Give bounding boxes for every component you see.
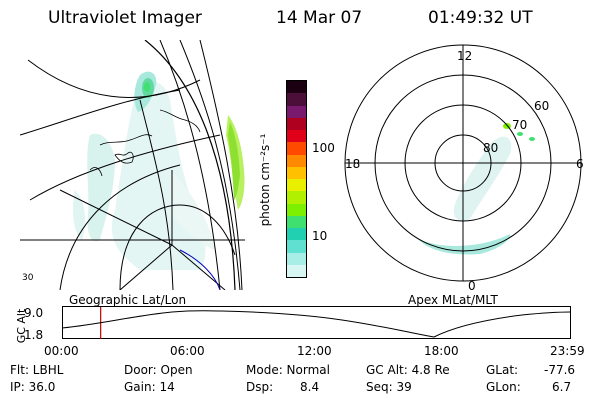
glat-value: -77.6 [544,363,576,377]
mlt-label-12: 12 [457,49,472,63]
mode-readout: Mode: Normal [246,363,330,377]
gain-readout: Gain: 14 [124,380,175,394]
seq-readout: Seq: 39 [366,380,412,394]
mlat-label-80: 80 [483,141,498,155]
corner-lat-label: 30 [22,273,34,283]
left-panel-caption: Geographic Lat/Lon [69,293,187,307]
colorbar-band [287,117,306,130]
glon-value: 6.7 [552,380,572,394]
colorbar-band [287,81,306,94]
colorbar-band [287,203,306,216]
gc-alt-readout: GC Alt: 4.8 Re [366,363,450,377]
mlat-label-70: 70 [512,118,527,132]
door-readout: Door: Open [124,363,193,377]
altitude-curve [62,310,571,338]
filter-readout: Flt: LBHL [10,363,64,377]
colorbar-tick-100: 100 [312,141,335,155]
time-tick-1200: 12:00 [297,344,332,358]
time-tick-0600: 06:00 [170,344,205,358]
right-panel-caption: Apex MLat/MLT [408,293,498,307]
observation-time: 01:49:32 UT [428,8,533,28]
colorbar-band [287,252,306,265]
altitude-tick-9: 9.0 [24,306,44,320]
emission-spot [529,137,535,141]
time-tick-0000: 00:00 [44,344,79,358]
time-tick-1800: 18:00 [424,344,459,358]
altitude-tick-1-8: 1.8 [24,328,44,342]
dsp-value: 8.4 [300,380,320,394]
time-tick-2359: 23:59 [550,344,585,358]
colorbar-band [287,142,306,155]
colorbar-gradient [287,81,306,277]
emission-patch-nightside [418,234,511,255]
polar-plot: 12 18 6 0 60 70 80 [344,44,584,293]
mlt-label-18: 18 [345,157,360,171]
colorbar-band [287,240,306,253]
dsp-label: Dsp: [246,380,274,394]
altitude-plot [62,306,571,339]
colorbar-band [287,154,306,167]
emission-patch-dayside [453,136,512,221]
colorbar-band [287,105,306,118]
colorbar-band [287,179,306,192]
colorbar-band [287,215,306,228]
mlt-label-6: 6 [576,157,584,171]
observation-date: 14 Mar 07 [276,8,363,28]
ip-readout: IP: 36.0 [10,380,56,394]
glon-label: GLon: [486,380,521,394]
colorbar-band [287,166,306,179]
colorbar-band [287,264,306,277]
colorbar [286,80,307,278]
instrument-title: Ultraviolet Imager [48,8,202,28]
mlat-label-60: 60 [534,99,549,113]
colorbar-tick-10: 10 [312,229,328,243]
colorbar-label: photon cm⁻²s⁻¹ [258,133,272,227]
mlt-label-0: 0 [468,279,476,293]
colorbar-band [287,93,306,106]
emission-spot [517,132,523,136]
geographic-map: 30 [20,40,245,290]
glat-label: GLat: [486,363,519,377]
colorbar-band [287,130,306,143]
colorbar-band [287,191,306,204]
colorbar-band [287,228,306,241]
